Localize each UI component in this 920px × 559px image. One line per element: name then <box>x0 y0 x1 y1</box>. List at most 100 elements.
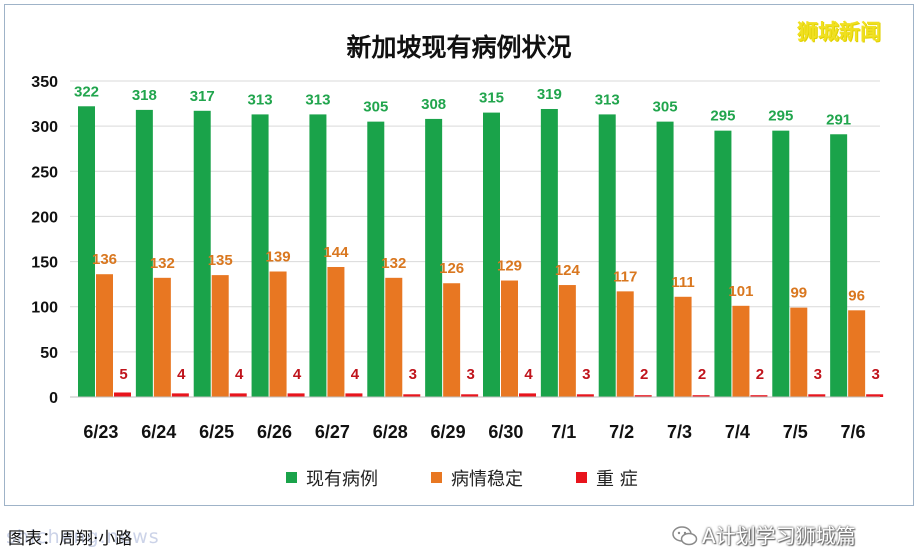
x-tick-label: 7/4 <box>725 422 750 442</box>
bar-existing <box>367 121 385 397</box>
x-tick-label: 6/30 <box>488 422 523 442</box>
data-label-stable: 124 <box>555 262 581 279</box>
bar-existing <box>135 109 153 398</box>
data-label-severe: 4 <box>177 366 186 383</box>
bar-existing <box>656 121 674 397</box>
data-label-existing: 318 <box>132 87 157 104</box>
bar-existing <box>251 114 269 398</box>
chart-frame: 狮城新闻 新加坡现有病例状况 0 50 100 150 200 250 300 350 322 1… <box>4 4 914 506</box>
data-label-stable: 129 <box>497 258 522 275</box>
top-watermark: 狮城新闻 <box>797 20 881 44</box>
bar-severe <box>692 395 710 397</box>
data-label-stable: 139 <box>266 249 291 266</box>
y-tick-label: 350 <box>31 74 58 91</box>
x-tick-label: 6/28 <box>373 422 408 442</box>
bar-severe <box>114 392 131 397</box>
bar-severe <box>519 393 536 397</box>
x-tick-label: 7/3 <box>667 422 692 442</box>
data-label-severe: 4 <box>351 366 360 383</box>
data-label-stable: 126 <box>439 260 464 277</box>
bar-existing <box>540 108 558 397</box>
bar-existing <box>425 118 443 398</box>
legend-swatch <box>286 472 297 483</box>
y-tick-label: 250 <box>31 164 58 181</box>
bar-existing <box>830 134 848 398</box>
y-tick-label: 300 <box>31 119 58 136</box>
bar-severe <box>229 393 247 397</box>
data-label-existing: 305 <box>363 99 388 116</box>
bar-severe <box>576 394 594 397</box>
x-tick-label: 6/29 <box>431 422 466 442</box>
account-tag: A计划学习狮城篇 <box>672 520 856 549</box>
data-label-severe: 5 <box>119 366 127 383</box>
x-tick-label: 6/26 <box>257 422 292 442</box>
bar-stable <box>96 274 113 397</box>
data-label-stable: 136 <box>92 251 117 268</box>
data-label-existing: 315 <box>479 90 504 107</box>
data-label-existing: 322 <box>74 83 99 100</box>
data-label-existing: 319 <box>537 86 562 103</box>
data-label-stable: 117 <box>613 268 637 285</box>
data-label-severe: 3 <box>582 366 590 383</box>
account-name: A计划学习狮城篇 <box>702 524 856 548</box>
bar-existing <box>714 130 732 397</box>
data-label-existing: 305 <box>653 99 678 116</box>
legend-label: 病情稳定 <box>451 469 523 490</box>
data-label-existing: 313 <box>305 91 330 108</box>
data-label-severe: 4 <box>293 366 302 383</box>
y-tick-label: 150 <box>31 255 58 272</box>
data-label-existing: 313 <box>248 91 273 108</box>
chart-border <box>4 4 914 506</box>
y-tick-label: 50 <box>40 345 58 362</box>
data-label-stable: 101 <box>728 283 753 300</box>
legend-label: 重 症 <box>596 469 638 490</box>
bar-existing <box>483 112 500 397</box>
bar-stable <box>501 280 518 397</box>
wechat-icon <box>672 526 698 546</box>
y-tick-label: 200 <box>31 209 58 226</box>
x-tick-label: 6/27 <box>315 422 350 442</box>
chart-plot: 05010015020025030035032213656/2331813246… <box>31 74 884 490</box>
data-label-severe: 3 <box>814 366 822 383</box>
bar-stable <box>790 307 808 397</box>
bar-stable <box>848 310 866 397</box>
bar-stable <box>443 283 461 397</box>
data-label-severe: 2 <box>640 366 648 383</box>
image-caption: 图表：周翔·小路 <box>8 529 133 549</box>
y-tick-label: 100 <box>31 300 58 317</box>
legend-swatch <box>576 472 587 483</box>
bar-stable <box>153 277 171 397</box>
bar-severe <box>866 394 884 397</box>
chart-title: 新加坡现有病例状况 <box>346 33 572 62</box>
data-label-stable: 132 <box>150 255 175 272</box>
bar-existing <box>193 110 211 398</box>
data-label-severe: 3 <box>871 366 879 383</box>
bar-severe <box>287 393 305 397</box>
data-label-stable: 144 <box>323 244 349 261</box>
x-tick-label: 7/6 <box>841 422 866 442</box>
x-tick-label: 7/5 <box>783 422 808 442</box>
bar-stable <box>616 291 634 397</box>
data-label-existing: 313 <box>595 91 620 108</box>
data-label-severe: 4 <box>235 366 244 383</box>
x-tick-label: 6/25 <box>199 422 234 442</box>
data-label-existing: 295 <box>768 108 793 125</box>
data-label-existing: 308 <box>421 96 446 113</box>
data-label-severe: 2 <box>756 366 764 383</box>
data-label-severe: 4 <box>524 366 533 383</box>
data-label-stable: 135 <box>208 252 233 269</box>
legend-swatch <box>431 472 442 483</box>
data-label-severe: 3 <box>409 366 417 383</box>
bar-severe <box>403 394 421 397</box>
bar-severe <box>461 394 479 397</box>
bar-existing <box>598 114 616 398</box>
x-tick-label: 7/2 <box>609 422 634 442</box>
data-label-stable: 132 <box>381 255 406 272</box>
bar-stable <box>269 271 287 397</box>
bar-severe <box>345 393 363 397</box>
bar-existing <box>772 130 790 397</box>
bar-severe <box>750 395 768 397</box>
bar-stable <box>558 285 576 397</box>
data-label-stable: 111 <box>671 274 694 291</box>
x-tick-label: 6/24 <box>141 422 176 442</box>
